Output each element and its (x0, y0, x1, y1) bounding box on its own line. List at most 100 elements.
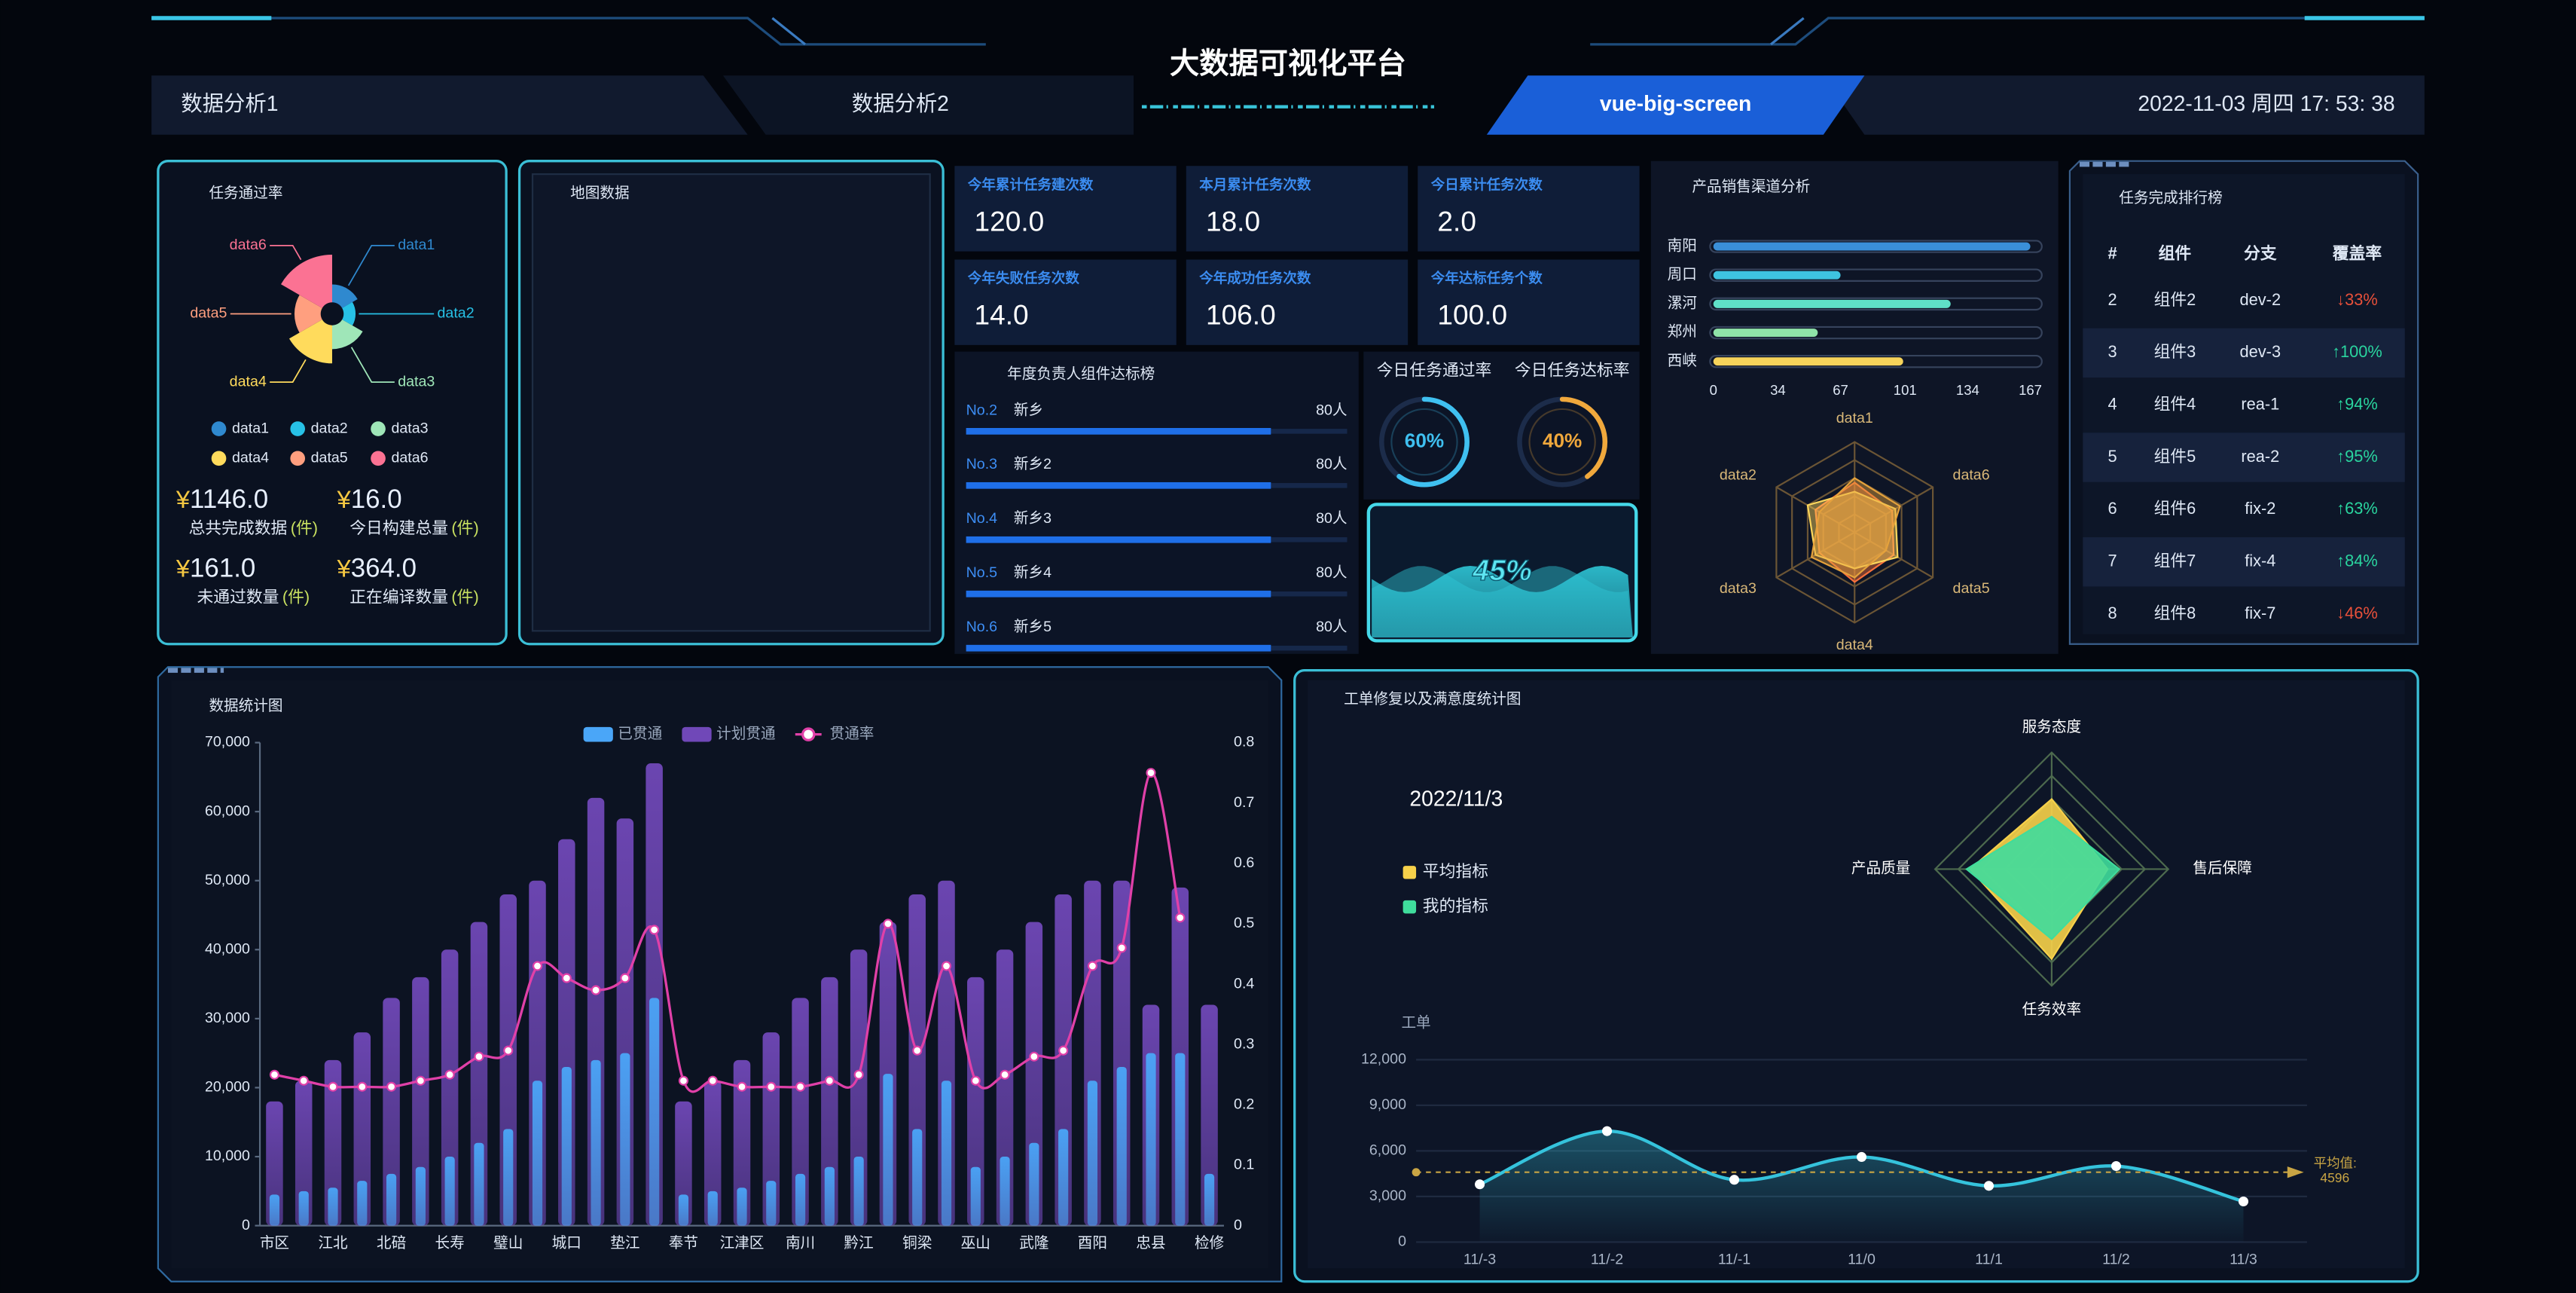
slice-label: data4 (230, 373, 267, 390)
label-line (270, 359, 307, 383)
stat-label: 今日构建总量 (件) (349, 518, 478, 537)
bar (441, 949, 459, 1226)
stat-unit: (件) (291, 518, 318, 537)
card-label: 今年成功任务次数 (1198, 271, 1311, 286)
rose-slice (294, 295, 322, 333)
y-tick-label: 9,000 (1369, 1096, 1406, 1113)
category-label: 周口 (1668, 266, 1697, 283)
radar-indicator: data2 (1720, 466, 1757, 483)
card-label: 本月累计任务次数 (1199, 176, 1311, 192)
table-cell: rea-1 (2241, 394, 2279, 413)
card-value: 14.0 (975, 299, 1029, 331)
nav-item[interactable]: 数据分析1 (181, 92, 278, 116)
bar (966, 590, 1271, 598)
x-tick-label: 11/-3 (1463, 1252, 1496, 1268)
table-cell: 组件8 (2154, 604, 2196, 622)
table-cell: 5 (2108, 447, 2117, 466)
legend-label: data1 (232, 420, 269, 436)
map-area (531, 173, 931, 632)
x-tick-label: 江津区 (720, 1235, 765, 1252)
legend-swatch (1402, 866, 1417, 879)
x-tick-label: 167 (2019, 382, 2042, 398)
radar-indicator: 服务态度 (2022, 719, 2081, 735)
legend-swatch (682, 726, 712, 742)
rose-slice (281, 254, 332, 308)
x-tick-label: 奉节 (669, 1235, 698, 1252)
legend-label: data3 (391, 420, 428, 436)
radar-indicator: 任务效率 (2022, 1001, 2081, 1018)
rank-label: No.3 (966, 456, 998, 472)
stat-prefix: ¥ (175, 554, 191, 582)
bar (1713, 329, 1818, 337)
table-header: 分支 (2244, 244, 2277, 263)
card-label: 今年达标任务个数 (1430, 271, 1543, 286)
legend-swatch (211, 421, 227, 436)
panel (157, 160, 508, 646)
category-label: 南阳 (1668, 237, 1697, 254)
category-label: 郑州 (1668, 324, 1697, 341)
stat-number: 161.0 (190, 554, 255, 583)
table-cell: ↑63% (2336, 499, 2378, 518)
rose-slice (331, 319, 363, 350)
line-point (824, 1075, 835, 1086)
line-point (853, 1069, 864, 1080)
stat-value: ¥161.0 (175, 554, 255, 583)
x-tick-label: 铜梁 (902, 1235, 932, 1252)
bar (1058, 1129, 1069, 1226)
bar (1204, 1173, 1215, 1226)
y-tick-label: 6,000 (1369, 1142, 1406, 1159)
legend-label: data2 (311, 420, 348, 436)
legend-label: data5 (311, 450, 348, 466)
table-cell: 组件6 (2154, 499, 2196, 518)
line-point (1856, 1151, 1867, 1163)
bar (532, 1081, 543, 1226)
line-point (620, 973, 630, 983)
bar (1201, 1004, 1218, 1226)
stat-card (1418, 259, 1640, 345)
y2-tick-label: 0.6 (1234, 854, 1254, 871)
line-point (2111, 1161, 2122, 1172)
stat-number: 1146.0 (190, 484, 268, 514)
table-header: 组件 (2159, 244, 2192, 263)
ring-inner (1390, 408, 1458, 476)
line-point (298, 1075, 309, 1086)
line-point (328, 1081, 338, 1092)
label-line (347, 244, 395, 286)
line-point (707, 1075, 718, 1086)
panel (954, 351, 1359, 654)
nav-item[interactable]: vue-big-screen (1600, 92, 1752, 116)
mean-dot (1412, 1168, 1421, 1177)
legend-label: 贯通率 (830, 726, 874, 742)
chart-subtitle: 2022/11/3 (1409, 787, 1503, 811)
bar (912, 1129, 923, 1226)
nav-item[interactable]: 数据分析2 (852, 92, 949, 116)
x-tick-label: 璧山 (493, 1235, 523, 1252)
y-tick-label: 30,000 (205, 1010, 250, 1026)
bar (561, 1066, 572, 1226)
bar (266, 1101, 283, 1226)
line-point (766, 1081, 777, 1092)
line-point (912, 1045, 923, 1056)
mean-value: 4596 (2320, 1170, 2349, 1185)
line-point (591, 985, 601, 995)
x-tick-label: 北碚 (377, 1235, 406, 1252)
table-cell: 组件3 (2154, 342, 2196, 361)
nav-tab (1823, 75, 2425, 135)
x-tick-label: 34 (1770, 382, 1786, 398)
stat-prefix: ¥ (337, 485, 352, 513)
value-label: 80人 (1316, 402, 1347, 418)
legend-swatch (211, 451, 227, 466)
bar-track (1709, 268, 2043, 282)
line-point (474, 1051, 484, 1062)
stat-card (1186, 259, 1409, 345)
line-point (503, 1045, 514, 1056)
table-cell: 4 (2108, 394, 2117, 413)
table-cell: 2 (2108, 290, 2117, 309)
card-value: 18.0 (1206, 205, 1260, 237)
rank-name: 新乡3 (1014, 510, 1051, 527)
stat-label-text: 今日构建总量 (349, 518, 448, 537)
x-tick-label: 检修 (1195, 1235, 1225, 1252)
table-cell: 组件7 (2154, 551, 2196, 570)
bar (295, 1081, 313, 1226)
